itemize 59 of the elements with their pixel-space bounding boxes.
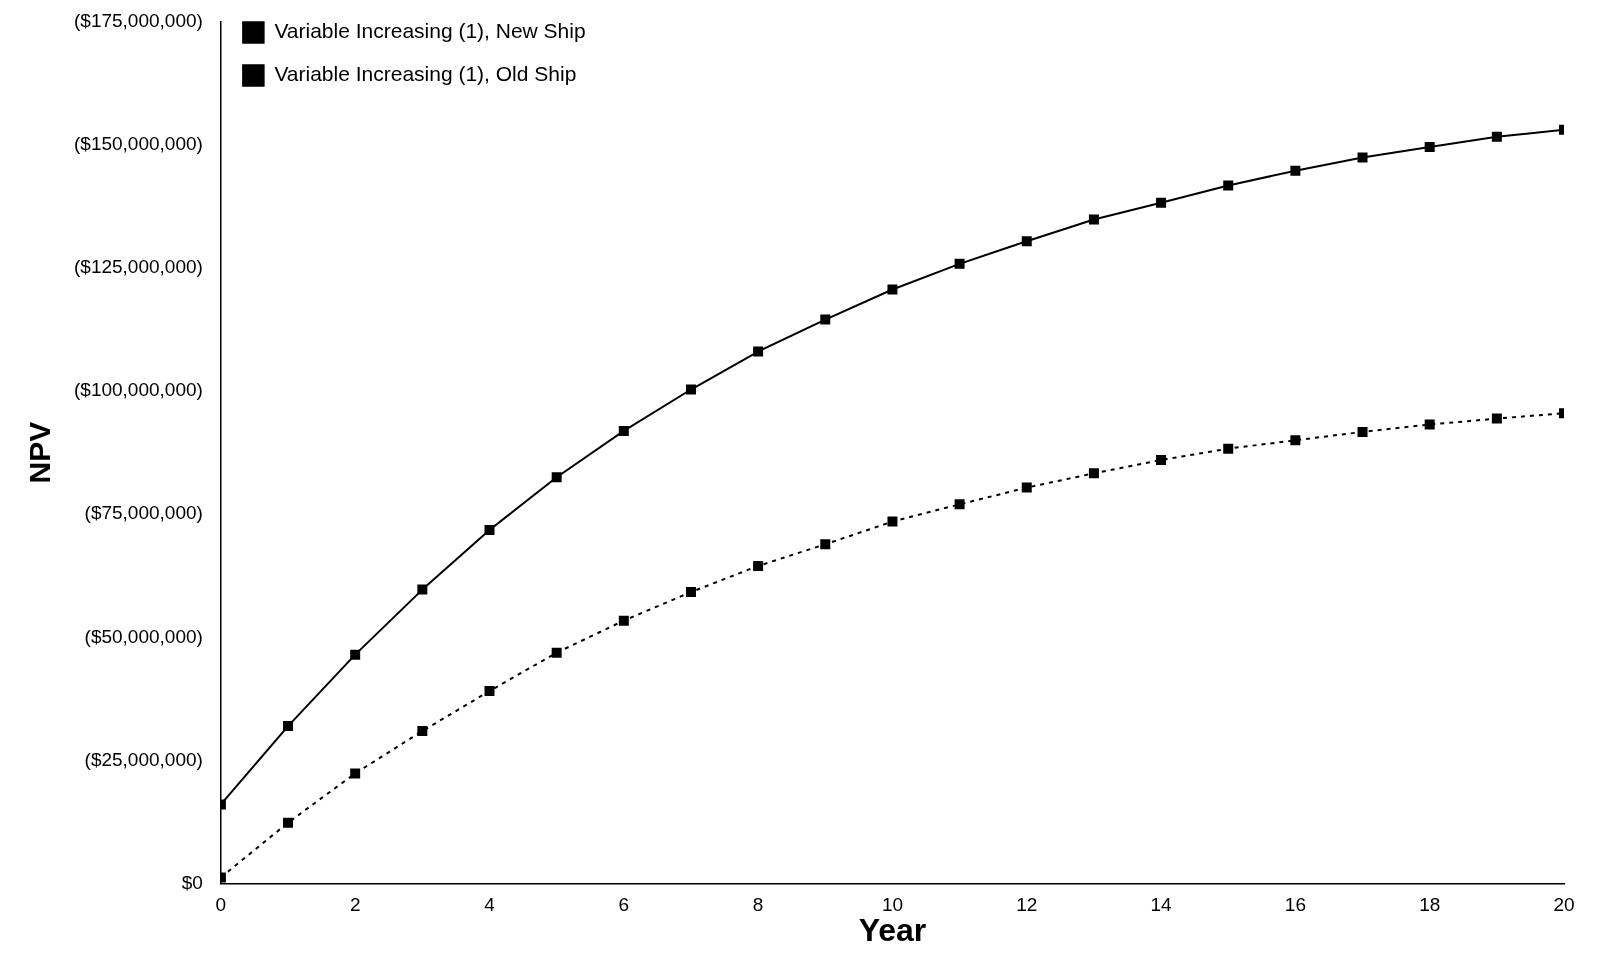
point: [753, 346, 764, 357]
y-tick-label: ($150,000,000): [73, 132, 203, 154]
point: [1156, 197, 1167, 208]
legend-label: Variable Increasing (1), Old Ship: [274, 62, 577, 86]
x-tick-label: 18: [1419, 894, 1441, 916]
point: [887, 284, 898, 295]
point: [1021, 236, 1032, 247]
x-tick-label: 2: [349, 894, 361, 916]
y-tick-label: ($25,000,000): [84, 748, 203, 770]
y-tick-label: $0: [181, 872, 203, 894]
point: [954, 499, 965, 510]
x-tick-label: 0: [215, 894, 227, 916]
y-tick-label: ($125,000,000): [73, 256, 203, 278]
point: [685, 384, 696, 395]
point: [417, 584, 428, 595]
point: [417, 726, 428, 737]
point: [1491, 413, 1502, 424]
point: [551, 647, 562, 658]
y-tick-label: ($75,000,000): [84, 502, 203, 524]
point: [1223, 180, 1234, 191]
point: [283, 817, 294, 828]
point: [283, 721, 294, 732]
point: [618, 615, 629, 626]
point: [1021, 482, 1032, 493]
x-tick-label: 14: [1150, 894, 1173, 916]
point: [350, 768, 361, 779]
point: [1357, 152, 1368, 163]
point: [618, 425, 629, 436]
point: [887, 516, 898, 527]
x-tick-label: 4: [484, 894, 496, 916]
point: [1156, 455, 1167, 465]
point: [1088, 214, 1099, 225]
point: [350, 649, 361, 660]
point: [1290, 435, 1301, 446]
point: [685, 587, 696, 598]
point: [954, 258, 965, 269]
point: [1223, 443, 1234, 454]
point: [1491, 131, 1502, 142]
point: [1290, 165, 1301, 176]
point: [820, 314, 831, 325]
point: [484, 524, 495, 535]
point: [820, 539, 831, 550]
point: [1088, 468, 1099, 479]
y-tick-label: ($50,000,000): [84, 625, 203, 647]
x-tick-label: 16: [1284, 894, 1306, 916]
x-tick-label: 12: [1016, 894, 1038, 916]
point: [551, 472, 562, 483]
x-tick-label: 6: [618, 894, 630, 916]
y-tick-label: ($175,000,000): [73, 9, 203, 31]
x-tick-label: 8: [752, 894, 764, 916]
point: [753, 560, 764, 571]
point: [1424, 419, 1435, 430]
y-axis-title: NPV: [23, 421, 57, 484]
x-tick-label: 20: [1553, 894, 1575, 916]
point: [484, 686, 495, 697]
point: [1424, 142, 1435, 153]
legend-label: Variable Increasing (1), New Ship: [274, 19, 586, 43]
point: [1357, 426, 1368, 437]
y-tick-label: ($100,000,000): [73, 379, 203, 401]
